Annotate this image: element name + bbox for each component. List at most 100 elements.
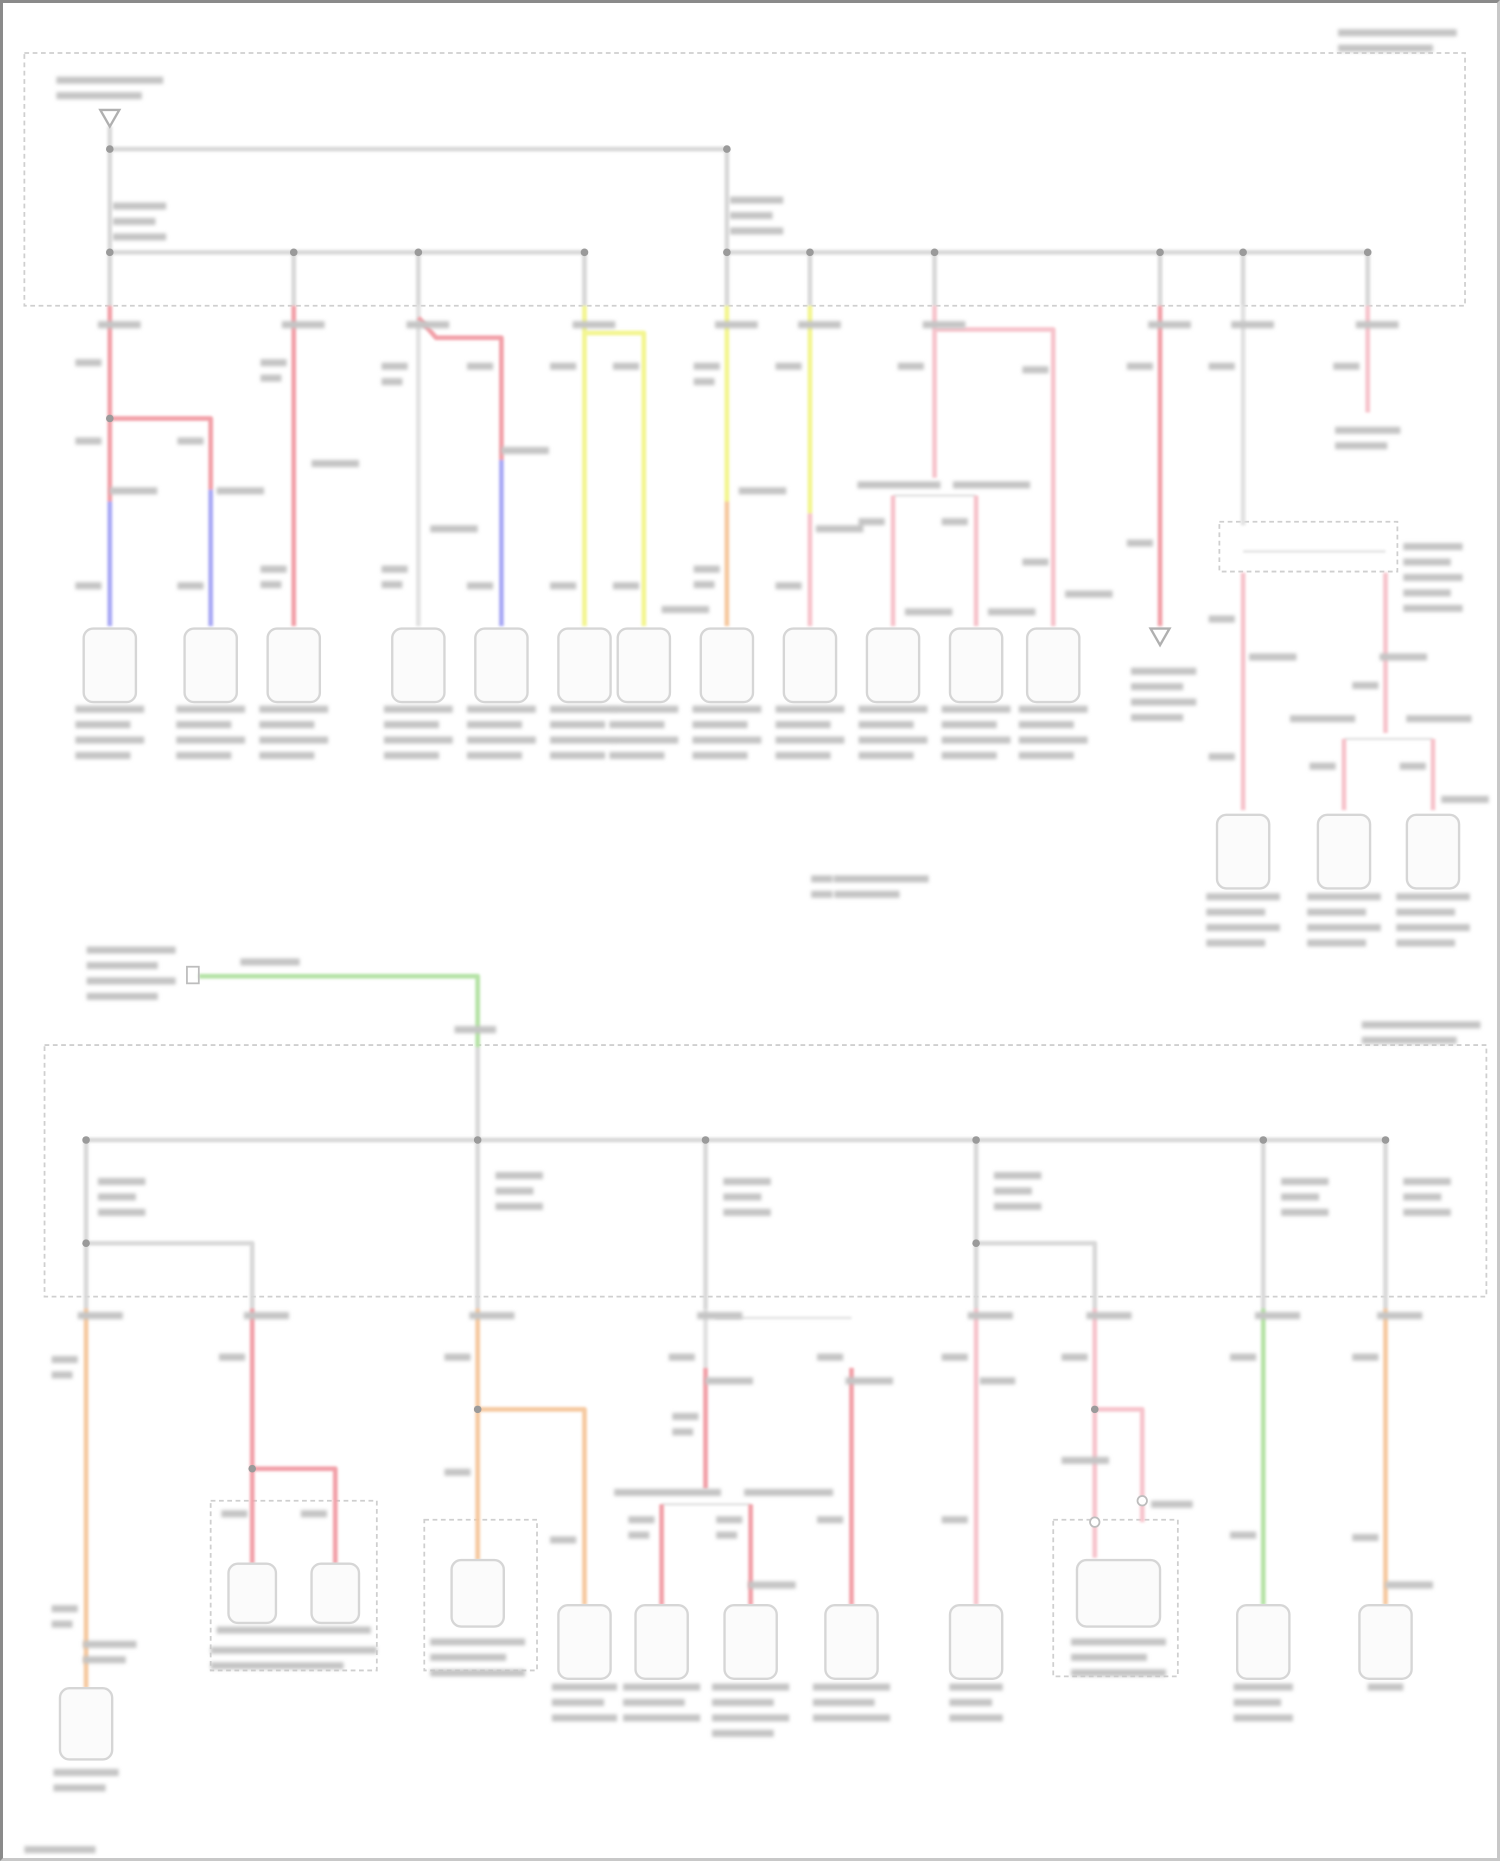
junction-dot bbox=[1090, 1405, 1099, 1414]
label-placeholder bbox=[1130, 713, 1184, 722]
label-placeholder bbox=[1406, 715, 1472, 723]
label-placeholder bbox=[748, 1581, 796, 1589]
label-placeholder bbox=[623, 1683, 701, 1691]
label-placeholder bbox=[738, 487, 787, 495]
label-placeholder bbox=[941, 721, 997, 729]
label-placeholder bbox=[75, 359, 102, 367]
junction-dot bbox=[289, 248, 298, 257]
label-placeholder bbox=[609, 705, 679, 713]
components bbox=[58, 108, 1461, 1761]
label-placeholder bbox=[1281, 1208, 1329, 1216]
label-placeholder bbox=[53, 1784, 106, 1792]
label-placeholder bbox=[798, 321, 841, 329]
label-placeholder bbox=[1385, 1581, 1433, 1589]
label-placeholder bbox=[1281, 1193, 1320, 1201]
junction-dot bbox=[723, 145, 731, 153]
label-placeholder bbox=[51, 1371, 73, 1379]
label-placeholder bbox=[949, 1683, 1003, 1691]
splice-icon bbox=[1089, 1516, 1101, 1528]
label-placeholder bbox=[51, 1605, 78, 1613]
label-placeholder bbox=[75, 736, 145, 744]
dashed-enclosure bbox=[23, 52, 1466, 307]
label-placeholder bbox=[712, 1714, 790, 1722]
label-placeholder bbox=[1307, 939, 1367, 947]
label-placeholder bbox=[381, 581, 403, 589]
label-placeholder bbox=[83, 1656, 126, 1664]
label-placeholder bbox=[1071, 1669, 1166, 1677]
junction-dot bbox=[701, 1136, 710, 1144]
label-placeholder bbox=[1071, 1653, 1147, 1661]
label-placeholder bbox=[216, 1626, 371, 1634]
label-placeholder bbox=[858, 721, 914, 729]
component-box bbox=[450, 1558, 505, 1628]
label-placeholder bbox=[176, 736, 246, 744]
label-placeholder bbox=[693, 565, 720, 573]
label-placeholder bbox=[1249, 653, 1297, 661]
label-placeholder bbox=[381, 362, 408, 370]
label-placeholder bbox=[24, 1846, 96, 1854]
label-placeholder bbox=[1065, 590, 1113, 598]
component-box bbox=[782, 627, 838, 704]
label-placeholder bbox=[897, 362, 924, 370]
label-placeholder bbox=[987, 608, 1036, 616]
label-placeholder bbox=[858, 518, 885, 526]
label-placeholder bbox=[1230, 1531, 1257, 1539]
junctions bbox=[82, 145, 1390, 1528]
label-placeholder bbox=[661, 605, 710, 614]
label-placeholder bbox=[1233, 1698, 1282, 1707]
label-placeholder bbox=[1061, 1353, 1088, 1361]
label-placeholder bbox=[1352, 1353, 1379, 1361]
label-placeholder bbox=[216, 487, 265, 495]
label-placeholder bbox=[705, 1377, 753, 1385]
label-placeholder bbox=[1403, 1193, 1442, 1201]
label-placeholder bbox=[775, 751, 831, 760]
label-placeholder bbox=[75, 582, 102, 590]
junction-dot bbox=[580, 248, 589, 257]
label-placeholder bbox=[812, 1683, 891, 1691]
label-placeholder bbox=[858, 736, 928, 744]
label-placeholder bbox=[259, 721, 315, 729]
label-placeholder bbox=[716, 1531, 738, 1539]
label-placeholder bbox=[834, 890, 900, 898]
label-placeholder bbox=[1022, 366, 1049, 374]
label-placeholder bbox=[692, 751, 748, 760]
label-placeholder bbox=[469, 1312, 515, 1320]
label-placeholder bbox=[97, 1208, 146, 1216]
label-placeholder bbox=[259, 705, 329, 713]
component-box bbox=[82, 627, 138, 704]
pink-wire bbox=[934, 327, 1056, 627]
label-placeholder bbox=[1367, 1683, 1404, 1691]
label-placeholder bbox=[1289, 715, 1356, 723]
label-placeholder bbox=[430, 1638, 526, 1646]
label-placeholder bbox=[51, 1620, 73, 1628]
label-placeholder bbox=[1018, 751, 1074, 760]
component-box bbox=[310, 1562, 361, 1625]
label-placeholder bbox=[112, 217, 156, 226]
label-placeholder bbox=[904, 608, 953, 616]
label-placeholder bbox=[551, 1698, 605, 1707]
ground-icon bbox=[1148, 627, 1172, 648]
label-placeholder bbox=[109, 487, 158, 495]
label-placeholder bbox=[1307, 908, 1367, 916]
label-placeholder bbox=[949, 1698, 993, 1707]
label-placeholder bbox=[922, 321, 966, 329]
label-placeholder bbox=[467, 721, 523, 729]
label-placeholder bbox=[1061, 1456, 1110, 1464]
label-placeholder bbox=[967, 1312, 1013, 1320]
label-placeholder bbox=[1130, 667, 1197, 675]
component-box bbox=[391, 627, 446, 704]
label-placeholder bbox=[712, 1683, 790, 1691]
junction-dot bbox=[106, 145, 114, 153]
label-placeholder bbox=[430, 525, 478, 533]
label-placeholder bbox=[1352, 681, 1379, 690]
label-placeholder bbox=[467, 362, 494, 370]
label-placeholder bbox=[1396, 939, 1456, 947]
label-placeholder bbox=[281, 321, 325, 329]
label-placeholder bbox=[693, 581, 715, 589]
label-placeholder bbox=[51, 1355, 78, 1364]
label-placeholder bbox=[729, 196, 784, 204]
pink-wire bbox=[1094, 1406, 1145, 1523]
label-placeholder bbox=[1335, 442, 1388, 450]
junction-dot bbox=[82, 1136, 90, 1144]
component-box bbox=[824, 1603, 879, 1680]
